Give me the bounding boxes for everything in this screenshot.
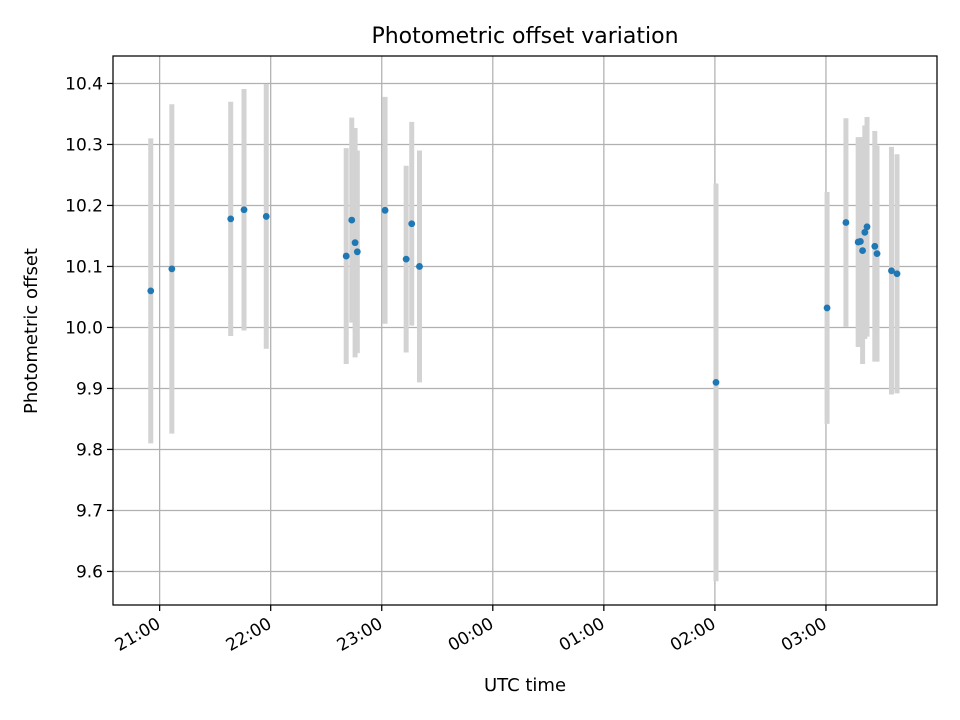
data-point — [402, 255, 410, 263]
data-point — [147, 287, 155, 295]
plot-frame — [112, 55, 938, 606]
point-layer — [147, 206, 901, 386]
data-point — [240, 206, 248, 214]
y-tick-label: 10.0 — [65, 318, 103, 338]
data-point — [871, 242, 879, 250]
y-axis-title: Photometric offset — [21, 248, 42, 414]
data-point — [342, 252, 350, 260]
data-point — [712, 378, 720, 386]
data-point — [381, 206, 389, 214]
data-point — [416, 263, 423, 270]
data-point — [168, 265, 176, 273]
data-point — [893, 270, 901, 278]
data-point — [227, 215, 235, 223]
data-point — [873, 250, 881, 258]
data-point — [861, 228, 869, 236]
y-tick-label: 10.3 — [65, 135, 103, 155]
y-tick-label: 9.8 — [76, 440, 103, 460]
data-point — [351, 239, 359, 247]
y-tick-label: 10.4 — [65, 74, 103, 94]
data-point — [859, 247, 866, 254]
data-point — [262, 213, 270, 220]
y-tick-label: 10.2 — [65, 196, 103, 216]
data-point — [863, 223, 871, 231]
y-tick-label: 9.9 — [76, 379, 103, 399]
x-axis-title: UTC time — [484, 675, 566, 696]
y-tick-label: 9.7 — [76, 501, 103, 521]
y-tick-label: 9.6 — [76, 562, 103, 582]
data-point — [353, 248, 361, 256]
data-point — [888, 267, 895, 275]
data-point — [348, 216, 356, 224]
y-tick-label: 10.1 — [65, 257, 103, 277]
chart-title: Photometric offset variation — [371, 24, 678, 49]
data-point — [408, 220, 416, 228]
data-point — [856, 238, 864, 245]
data-point — [842, 219, 850, 226]
data-point — [823, 304, 831, 312]
